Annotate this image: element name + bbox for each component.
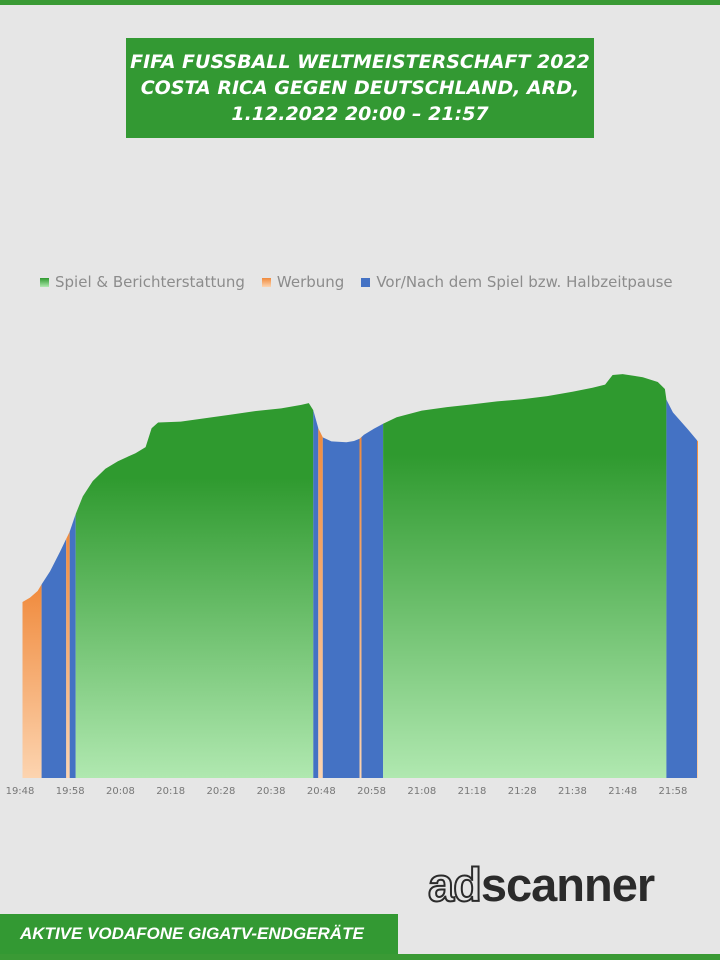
top-accent-bar xyxy=(0,0,720,5)
area-segment-werbung xyxy=(359,437,362,778)
x-tick-label: 21:18 xyxy=(458,786,487,797)
legend-item-spiel: Spiel & Berichterstattung xyxy=(40,273,245,291)
legend-item-werbung: Werbung xyxy=(261,273,345,291)
area-segment-pause xyxy=(313,410,319,778)
area-segment-werbung xyxy=(22,584,42,778)
legend-item-pause: Vor/Nach dem Spiel bzw. Halbzeitpause xyxy=(361,273,673,291)
area-segment-werbung xyxy=(66,531,70,778)
logo-suffix: scanner xyxy=(480,858,655,911)
adscanner-logo: adscanner xyxy=(427,857,655,913)
x-tick-label: 20:38 xyxy=(257,786,286,797)
chart-title-line-3: 1.12.2022 20:00 – 21:57 xyxy=(231,103,489,125)
area-segment-pause xyxy=(41,538,67,778)
area-segment-pause xyxy=(666,399,697,778)
area-segment-pause xyxy=(69,514,76,778)
footer-caption: AKTIVE VODAFONE GIGATV-ENDGERÄTE xyxy=(20,924,364,943)
legend-swatch-werbung xyxy=(261,277,271,287)
x-tick-label: 20:58 xyxy=(357,786,386,797)
x-axis-ticks: 19:48 19:58 20:08 20:18 20:28 20:38 20:48 20:58… xyxy=(6,786,688,797)
x-tick-label: 21:48 xyxy=(608,786,637,797)
area-segment-pause xyxy=(322,437,360,778)
bottom-accent-bar xyxy=(0,954,720,960)
legend-label-werbung: Werbung xyxy=(276,273,345,291)
x-tick-label: 20:28 xyxy=(206,786,235,797)
x-tick-label: 20:18 xyxy=(156,786,185,797)
x-tick-label: 21:38 xyxy=(558,786,587,797)
x-tick-label: 19:58 xyxy=(56,786,85,797)
chart-legend: Spiel & Berichterstattung Werbung Vor/Na… xyxy=(40,272,690,292)
area-segments xyxy=(22,374,698,778)
legend-swatch-spiel xyxy=(40,277,49,287)
logo-prefix: ad xyxy=(427,857,483,912)
x-tick-label: 21:28 xyxy=(508,786,537,797)
area-segment-werbung xyxy=(318,428,323,778)
legend-label-pause: Vor/Nach dem Spiel bzw. Halbzeitpause xyxy=(376,273,673,291)
legend-label-spiel: Spiel & Berichterstattung xyxy=(55,273,245,291)
chart-title-box: FIFA FUSSBALL WELTMEISTERSCHAFT 2022 COS… xyxy=(126,38,594,138)
area-segment-spiel xyxy=(383,374,667,778)
legend-swatch-pause xyxy=(361,277,371,287)
x-tick-label: 20:48 xyxy=(307,786,336,797)
x-tick-label: 21:08 xyxy=(407,786,436,797)
footer-caption-box: AKTIVE VODAFONE GIGATV-ENDGERÄTE xyxy=(0,914,398,954)
x-tick-label: 19:48 xyxy=(6,786,35,797)
chart-title-line-2: COSTA RICA GEGEN DEUTSCHLAND, ARD, xyxy=(140,77,580,99)
area-segment-pause xyxy=(361,423,384,778)
x-tick-label: 20:08 xyxy=(106,786,135,797)
chart-title-line-1: FIFA FUSSBALL WELTMEISTERSCHAFT 2022 xyxy=(130,51,590,73)
area-segment-spiel xyxy=(75,403,314,778)
x-tick-label: 21:58 xyxy=(658,786,687,797)
area-segment-werbung xyxy=(697,440,698,778)
area-chart: 19:48 19:58 20:08 20:18 20:28 20:38 20:48 20:58… xyxy=(6,374,698,797)
